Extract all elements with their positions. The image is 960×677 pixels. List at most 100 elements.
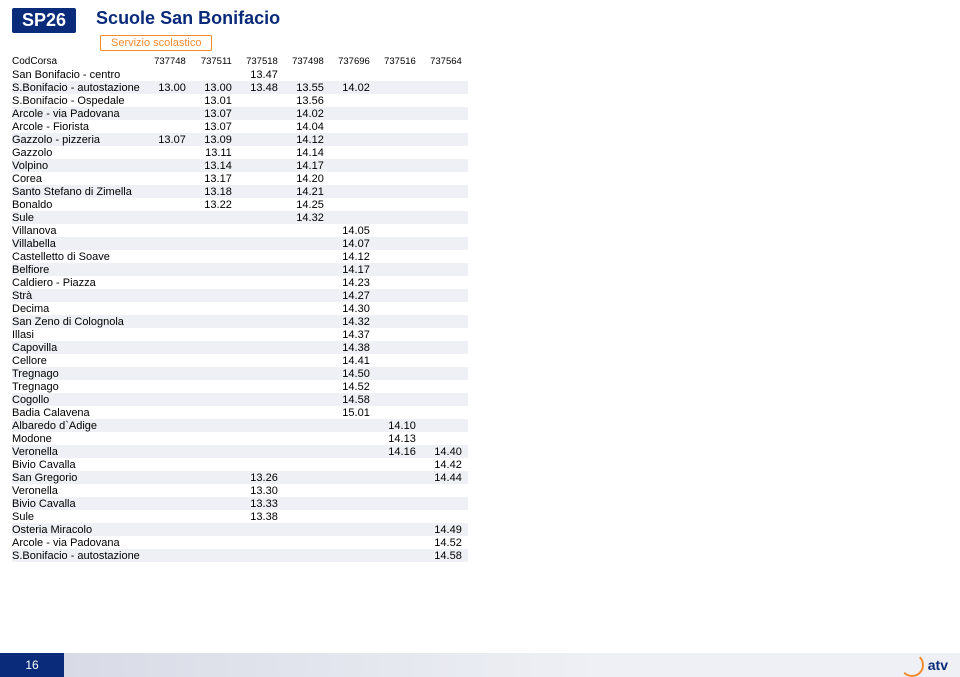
- time-cell: [192, 341, 238, 354]
- stop-row: Veronella13.30: [12, 484, 468, 497]
- time-cell: [192, 536, 238, 549]
- time-cell: 13.00: [146, 81, 192, 94]
- time-cell: [284, 549, 330, 562]
- time-cell: [238, 250, 284, 263]
- stop-name: Gazzolo - pizzeria: [12, 133, 146, 146]
- time-cell: [238, 146, 284, 159]
- time-cell: [330, 484, 376, 497]
- time-cell: [330, 536, 376, 549]
- codcorsa-label: CodCorsa: [12, 55, 146, 68]
- time-cell: [376, 315, 422, 328]
- time-cell: [376, 380, 422, 393]
- time-cell: [330, 172, 376, 185]
- time-cell: 13.18: [192, 185, 238, 198]
- time-cell: [284, 536, 330, 549]
- stop-name: Gazzolo: [12, 146, 146, 159]
- time-cell: [284, 237, 330, 250]
- time-cell: [330, 185, 376, 198]
- stop-row: Tregnago14.50: [12, 367, 468, 380]
- time-cell: 13.07: [192, 107, 238, 120]
- stop-row: Sule13.38: [12, 510, 468, 523]
- stop-name: Arcole - Fiorista: [12, 120, 146, 133]
- time-cell: [376, 172, 422, 185]
- stop-name: Arcole - via Padovana: [12, 107, 146, 120]
- time-cell: 13.38: [238, 510, 284, 523]
- time-cell: [284, 224, 330, 237]
- time-cell: [146, 354, 192, 367]
- time-cell: [146, 471, 192, 484]
- time-cell: [422, 341, 468, 354]
- time-cell: [330, 419, 376, 432]
- stop-row: Arcole - Fiorista13.0714.04: [12, 120, 468, 133]
- time-cell: [376, 367, 422, 380]
- run-code: 737748: [146, 55, 192, 68]
- stop-row: Veronella14.1614.40: [12, 445, 468, 458]
- stop-name: Caldiero - Piazza: [12, 276, 146, 289]
- time-cell: [238, 406, 284, 419]
- time-cell: [146, 419, 192, 432]
- stop-row: Castelletto di Soave14.12: [12, 250, 468, 263]
- time-cell: [330, 523, 376, 536]
- time-cell: [284, 289, 330, 302]
- time-cell: [238, 419, 284, 432]
- time-cell: [422, 276, 468, 289]
- time-cell: [330, 94, 376, 107]
- time-cell: [284, 341, 330, 354]
- time-cell: [146, 432, 192, 445]
- time-cell: [238, 380, 284, 393]
- time-cell: [238, 263, 284, 276]
- time-cell: [192, 419, 238, 432]
- time-cell: [284, 406, 330, 419]
- stop-row: San Bonifacio - centro13.47: [12, 68, 468, 81]
- time-cell: [422, 224, 468, 237]
- time-cell: 13.22: [192, 198, 238, 211]
- time-cell: [376, 107, 422, 120]
- time-cell: [422, 302, 468, 315]
- time-cell: [330, 146, 376, 159]
- time-cell: [146, 549, 192, 562]
- stop-name: Tregnago: [12, 380, 146, 393]
- run-code: 737696: [330, 55, 376, 68]
- stop-row: Villanova14.05: [12, 224, 468, 237]
- time-cell: [376, 250, 422, 263]
- time-cell: [422, 68, 468, 81]
- page-footer: 16 atv: [0, 653, 960, 677]
- time-cell: [146, 185, 192, 198]
- run-code: 737564: [422, 55, 468, 68]
- stop-row: Cogollo14.58: [12, 393, 468, 406]
- time-cell: [422, 497, 468, 510]
- time-cell: [330, 471, 376, 484]
- time-cell: [146, 380, 192, 393]
- time-cell: [376, 406, 422, 419]
- time-cell: 14.58: [422, 549, 468, 562]
- time-cell: [284, 458, 330, 471]
- time-cell: 14.13: [376, 432, 422, 445]
- stop-name: Belfiore: [12, 263, 146, 276]
- time-cell: [192, 497, 238, 510]
- time-cell: [330, 211, 376, 224]
- service-subtitle: Servizio scolastico: [100, 35, 212, 51]
- time-cell: [146, 406, 192, 419]
- stop-name: Bivio Cavalla: [12, 458, 146, 471]
- time-cell: [192, 432, 238, 445]
- stop-row: Gazzolo13.1114.14: [12, 146, 468, 159]
- time-cell: [192, 393, 238, 406]
- time-cell: [238, 432, 284, 445]
- time-cell: [146, 315, 192, 328]
- time-cell: [192, 315, 238, 328]
- time-cell: [146, 198, 192, 211]
- time-cell: [146, 159, 192, 172]
- time-cell: [422, 107, 468, 120]
- time-cell: [376, 471, 422, 484]
- stop-name: Capovilla: [12, 341, 146, 354]
- time-cell: [376, 224, 422, 237]
- time-cell: [284, 328, 330, 341]
- time-cell: 14.05: [330, 224, 376, 237]
- time-cell: 13.56: [284, 94, 330, 107]
- time-cell: [146, 94, 192, 107]
- time-cell: [330, 68, 376, 81]
- time-cell: [422, 211, 468, 224]
- time-cell: [192, 68, 238, 81]
- time-cell: 14.37: [330, 328, 376, 341]
- time-cell: [192, 406, 238, 419]
